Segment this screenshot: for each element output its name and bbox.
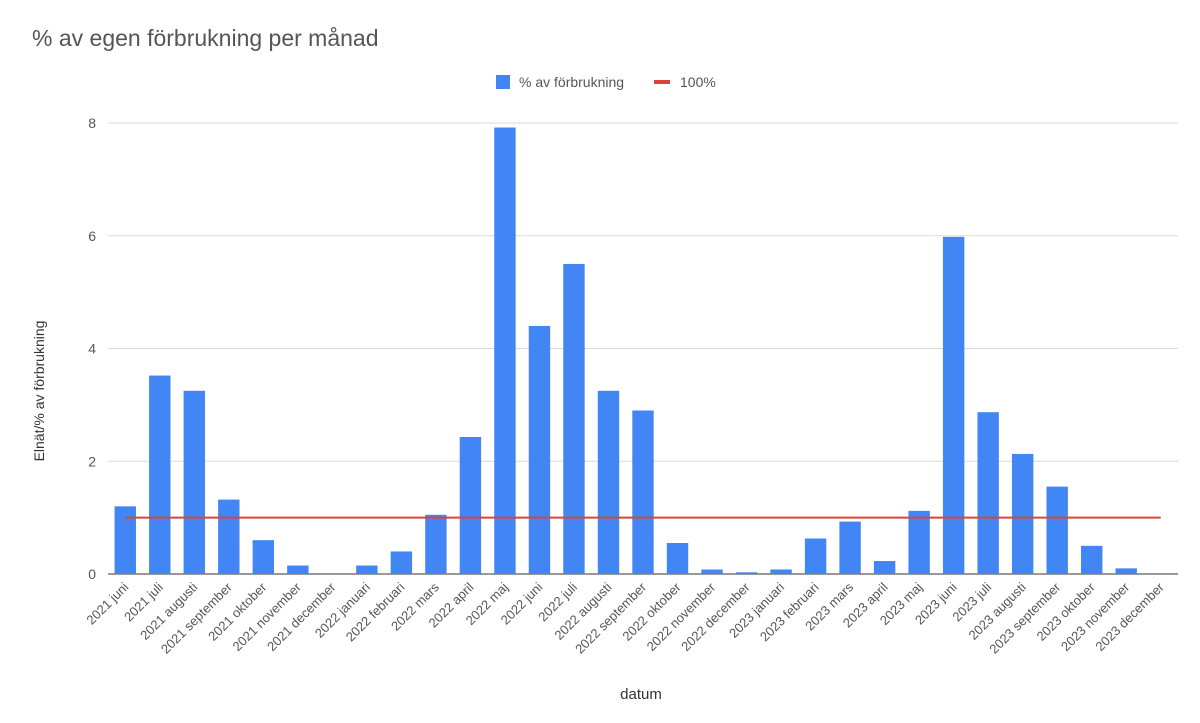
bar xyxy=(149,375,171,574)
bar xyxy=(666,542,689,574)
bar xyxy=(218,499,240,574)
legend-swatch-line xyxy=(654,80,670,84)
bar xyxy=(908,510,930,574)
x-axis-label: datum xyxy=(620,686,662,703)
bar xyxy=(252,540,275,574)
y-tick-label: 0 xyxy=(88,566,96,582)
bar xyxy=(770,569,792,574)
legend-label-line: 100% xyxy=(680,74,716,90)
y-axis-label: Elnät/% av förbrukning xyxy=(31,321,47,462)
bar xyxy=(287,565,309,574)
bar xyxy=(942,236,965,574)
legend-label-bars: % av förbrukning xyxy=(519,74,624,90)
y-tick-label: 2 xyxy=(88,453,96,469)
bar xyxy=(1115,568,1137,574)
bar xyxy=(183,390,205,574)
bar xyxy=(977,412,999,574)
legend: % av förbrukning 100% xyxy=(496,74,716,90)
bar xyxy=(1046,486,1068,574)
bar xyxy=(356,565,378,574)
bar xyxy=(563,263,585,574)
bar xyxy=(804,538,827,574)
bar xyxy=(839,521,861,574)
bar xyxy=(597,390,620,574)
legend-swatch-bars xyxy=(496,75,510,89)
bar xyxy=(114,506,136,574)
gridlines xyxy=(108,122,1178,575)
y-axis-ticks: 0 2 4 6 8 xyxy=(88,115,96,582)
x-tick-label: 2021 juni xyxy=(83,579,131,627)
bar xyxy=(1081,545,1103,574)
bar xyxy=(701,569,723,574)
chart-title: % av egen förbrukning per månad xyxy=(32,25,379,51)
bar xyxy=(494,127,516,574)
bar xyxy=(425,514,447,574)
bar xyxy=(632,410,654,574)
y-tick-label: 4 xyxy=(88,341,96,357)
bar xyxy=(390,551,413,574)
bar xyxy=(873,561,896,574)
y-tick-label: 6 xyxy=(88,228,96,244)
bar xyxy=(528,325,551,574)
bar-series xyxy=(114,127,1137,574)
bar xyxy=(735,572,758,574)
y-tick-label: 8 xyxy=(88,115,96,131)
bar xyxy=(459,437,482,574)
bar xyxy=(1011,453,1034,574)
